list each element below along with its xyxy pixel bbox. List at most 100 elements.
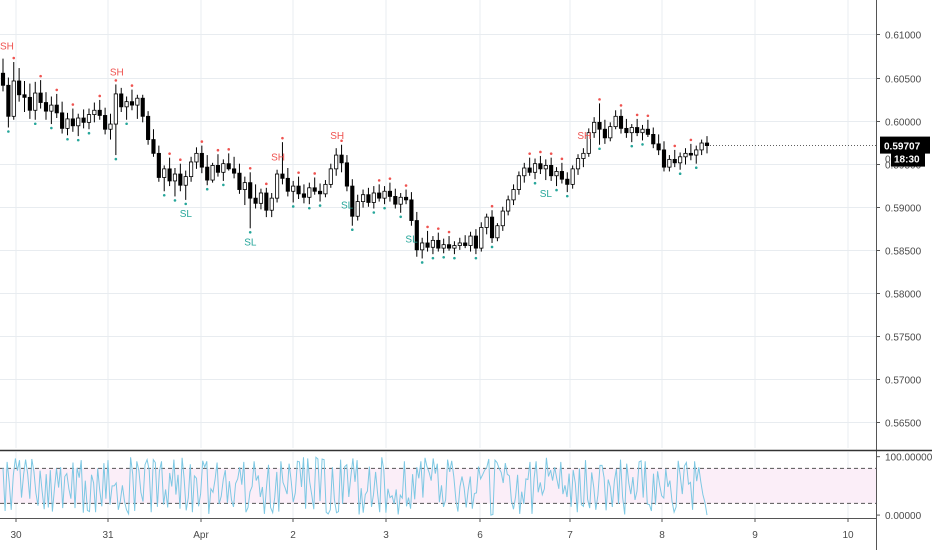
pivot-low-dot [431,256,435,260]
candle [312,177,317,195]
candle-body [6,84,11,117]
candle-body [495,225,500,239]
pivot-high-dot [297,171,300,174]
candle [436,232,441,252]
candle [484,213,489,235]
candle-body [667,158,672,168]
pivot-high-dot [447,230,451,234]
pivot-high-dot [340,139,343,143]
grid-lines [0,0,876,518]
pivot-high-dot [689,138,693,142]
pivot-high-dot [635,113,639,117]
pivot-low-dot [694,166,698,169]
candle-body [538,163,543,170]
candle [489,210,495,243]
x-tick-label: 7 [567,530,573,541]
candle-body [549,165,554,177]
candle-body [597,121,602,130]
pivot-low-dot [50,126,53,130]
candle-body [27,96,32,111]
candle-body [140,97,145,117]
candle [140,94,145,123]
pivot-low-dot [420,261,424,264]
countdown-badge [891,151,925,167]
candle-body [119,93,124,108]
candle [645,119,650,137]
candle-body [210,165,215,181]
candle-body [33,92,38,111]
candle-body [258,192,264,204]
candle [113,84,118,156]
pivot-high-dot [560,157,564,161]
candle [103,107,108,135]
oscillator-series [2,456,708,516]
candle-body [645,128,650,135]
candle-body [285,177,290,192]
candle [661,141,667,172]
candle-body [581,152,586,159]
candle [33,81,38,120]
candle-body [527,167,532,173]
candle-body [328,168,333,185]
candle [296,176,301,200]
swing-high-label: SH [271,153,285,164]
candle [124,96,129,120]
pivot-high-dot [216,148,220,152]
pivot-high-dot [436,227,440,230]
candle [248,172,253,229]
candle [97,99,102,120]
candle [586,128,591,157]
pivot-low-dot [291,205,295,208]
pivot-low-dot [555,188,558,192]
candle-body [248,182,253,199]
candle [694,145,699,164]
candle-body [167,168,172,182]
pivot-high-dot [549,152,553,155]
pivot-low-dot [565,194,569,198]
candle-body [156,152,161,178]
candle-body [452,245,457,249]
candle [194,147,199,169]
candle-body [65,118,70,129]
candle [635,118,640,137]
candle-body [387,190,392,197]
candle-body [81,117,86,123]
candle-body [672,158,677,164]
x-tick-label: 9 [752,530,758,541]
candle [221,159,226,181]
y-tick-label: 0.57000 [885,376,922,387]
oscillator-line [2,456,708,516]
candle [49,96,54,125]
candle-body [22,94,27,98]
candle [156,145,161,182]
candle [473,229,478,255]
candle [151,129,156,157]
pivot-high-dot [130,84,134,87]
candle-body [608,126,613,139]
candle-body [570,168,575,185]
candle [232,156,237,179]
candle-body [554,171,559,177]
candle [54,93,59,119]
candle-body [473,235,478,249]
candle-body [446,244,452,249]
candle-body [694,149,699,156]
pivot-high-dot [646,114,650,118]
candle [457,237,462,250]
x-tick-label: 8 [659,530,665,541]
candle [76,113,81,137]
candle-body [489,216,495,239]
swing-low-label: SL [341,200,354,211]
candle-body [194,152,199,163]
candle-body [635,127,640,134]
candle-body [339,154,344,164]
candle [328,163,333,188]
candle [387,182,392,202]
x-tick-label: 10 [842,530,854,541]
candle [172,168,178,197]
candle-body [162,168,167,178]
candle-body [640,128,645,134]
candle [242,176,247,206]
pivot-low-dot [351,228,354,232]
pivot-high-dot [539,150,542,154]
